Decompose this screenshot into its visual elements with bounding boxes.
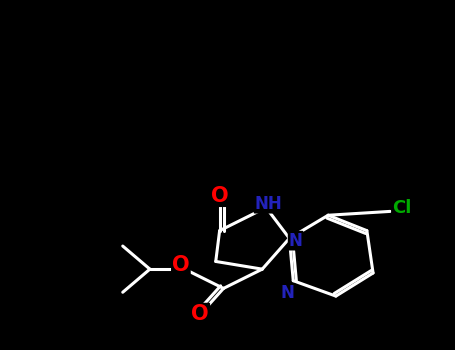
- Text: O: O: [172, 255, 190, 275]
- Text: O: O: [192, 304, 209, 324]
- Text: O: O: [211, 186, 228, 206]
- Text: Cl: Cl: [392, 198, 411, 217]
- Text: N: N: [281, 284, 295, 302]
- Text: NH: NH: [255, 195, 282, 213]
- Text: N: N: [288, 232, 303, 250]
